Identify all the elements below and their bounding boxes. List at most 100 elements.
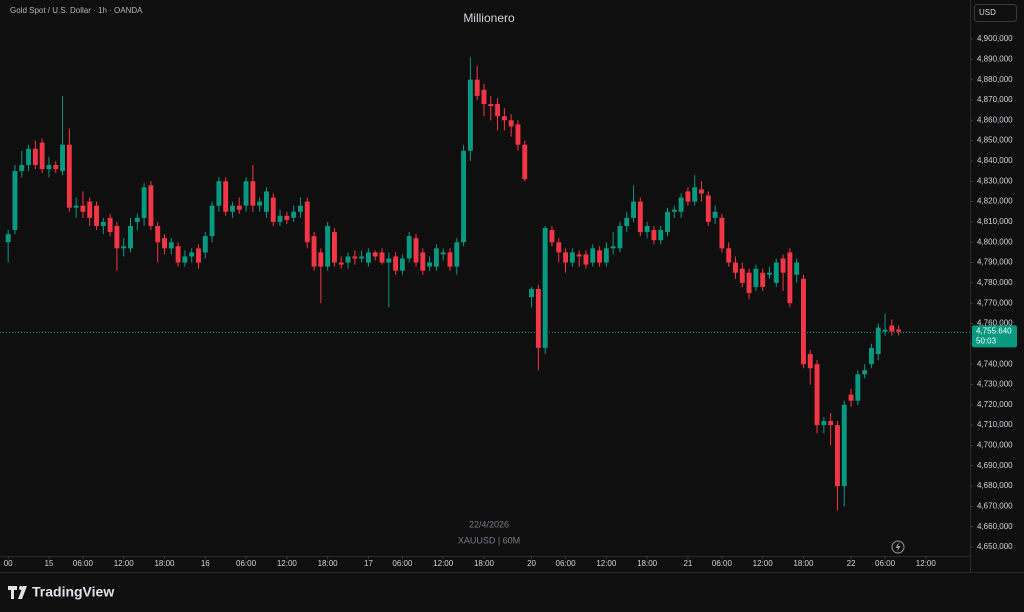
brand-name[interactable]: TradingView xyxy=(32,584,114,600)
candle-body xyxy=(705,195,711,222)
candle-body xyxy=(882,329,888,332)
candle-body xyxy=(440,252,446,255)
candle-body xyxy=(828,421,834,426)
candle-body xyxy=(488,104,494,107)
candle-body xyxy=(352,256,358,259)
candle-body xyxy=(501,116,507,121)
candle-body xyxy=(298,205,303,212)
brand-dot[interactable] xyxy=(19,586,23,590)
candle-body xyxy=(318,252,324,267)
candle-body xyxy=(862,370,868,375)
candle-body xyxy=(53,165,59,170)
y-tick-label: 4,680,000 xyxy=(977,481,1013,490)
watermark-ticker: XAUUSD | 60M xyxy=(458,535,520,545)
candle-body xyxy=(529,288,535,298)
x-tick-label: 00 xyxy=(4,559,13,568)
x-tick-label: 12:00 xyxy=(114,559,135,568)
candle-body xyxy=(678,197,684,212)
candle-body xyxy=(495,104,501,117)
candle-body xyxy=(848,394,854,401)
candle-body xyxy=(257,201,263,206)
candle-body xyxy=(637,201,643,233)
currency-label[interactable]: USD xyxy=(979,8,996,17)
candle-body xyxy=(787,252,793,304)
candle-body xyxy=(746,272,752,294)
y-tick-label: 4,700,000 xyxy=(977,441,1013,450)
candle-body xyxy=(311,236,317,267)
candle-body xyxy=(461,150,467,243)
candle-body xyxy=(73,205,79,208)
x-tick-label: 15 xyxy=(44,559,53,568)
candle-body xyxy=(671,209,677,212)
candle-body xyxy=(508,120,514,127)
x-tick-label: 18:00 xyxy=(154,559,175,568)
candle-body xyxy=(535,288,541,348)
candle-body xyxy=(399,258,405,271)
y-tick-label: 4,670,000 xyxy=(977,502,1013,511)
icon-circle[interactable] xyxy=(891,540,905,554)
candle-body xyxy=(413,238,419,263)
candle-body xyxy=(814,364,820,426)
x-tick-label: 06:00 xyxy=(712,559,733,568)
x-tick-label: 18:00 xyxy=(637,559,658,568)
candle-body xyxy=(128,225,133,249)
x-tick-label: 06:00 xyxy=(73,559,94,568)
candle-body xyxy=(767,272,772,275)
candle-body xyxy=(685,191,691,202)
y-tick-label: 4,800,000 xyxy=(977,237,1013,246)
candle-body xyxy=(590,248,596,263)
candle-body xyxy=(855,374,861,401)
x-tick-label: 06:00 xyxy=(875,559,896,568)
y-tick-label: 4,710,000 xyxy=(977,420,1013,429)
candle-body xyxy=(406,236,412,259)
candle-body xyxy=(148,185,154,226)
candle-body xyxy=(365,252,371,263)
candle-body xyxy=(549,230,555,243)
x-tick-label: 06:00 xyxy=(556,559,577,568)
candle-body xyxy=(338,262,344,265)
candle-body xyxy=(250,181,256,206)
candle-body xyxy=(889,325,895,332)
candle-body xyxy=(433,248,439,267)
candle-body xyxy=(87,201,93,218)
brand-logo[interactable] xyxy=(8,586,27,599)
candle-body xyxy=(454,242,460,267)
candle-body xyxy=(162,238,167,249)
candle-body xyxy=(868,347,874,365)
candle-body xyxy=(114,225,120,249)
candle-body xyxy=(19,165,25,172)
candle-body xyxy=(175,246,181,263)
candle-body xyxy=(576,254,582,257)
currency-button[interactable] xyxy=(974,4,1017,22)
replay-icon[interactable] xyxy=(891,540,905,554)
candle-body xyxy=(665,211,670,233)
y-tick-label: 4,860,000 xyxy=(977,115,1013,124)
candle-body xyxy=(515,124,521,145)
y-tick-label: 4,810,000 xyxy=(977,217,1013,226)
candle-body xyxy=(896,329,902,332)
candle-body xyxy=(603,248,609,263)
candle-body xyxy=(379,252,385,263)
candle-body xyxy=(556,242,562,253)
icon-bolt[interactable] xyxy=(895,542,901,552)
symbol-info: Gold Spot / U.S. Dollar · 1h · OANDA xyxy=(10,6,143,15)
candle-body xyxy=(230,205,235,212)
y-tick-label: 4,760,000 xyxy=(977,319,1013,328)
candle-body xyxy=(32,148,38,166)
y-tick-label: 4,650,000 xyxy=(977,542,1013,551)
countdown-label: 50:03 xyxy=(976,336,997,345)
candle-body xyxy=(284,215,290,220)
candle-body xyxy=(141,187,147,218)
candle-body xyxy=(563,252,568,263)
x-tick-label: 06:00 xyxy=(236,559,257,568)
candle-body xyxy=(155,225,161,243)
candle-body xyxy=(264,191,269,212)
candle-body xyxy=(189,252,195,257)
candle-body xyxy=(80,205,86,212)
candle-body xyxy=(420,252,426,271)
candle-body xyxy=(658,230,664,241)
x-tick-label: 12:00 xyxy=(753,559,774,568)
candle-body xyxy=(610,246,616,249)
x-tick-label: 12:00 xyxy=(596,559,617,568)
